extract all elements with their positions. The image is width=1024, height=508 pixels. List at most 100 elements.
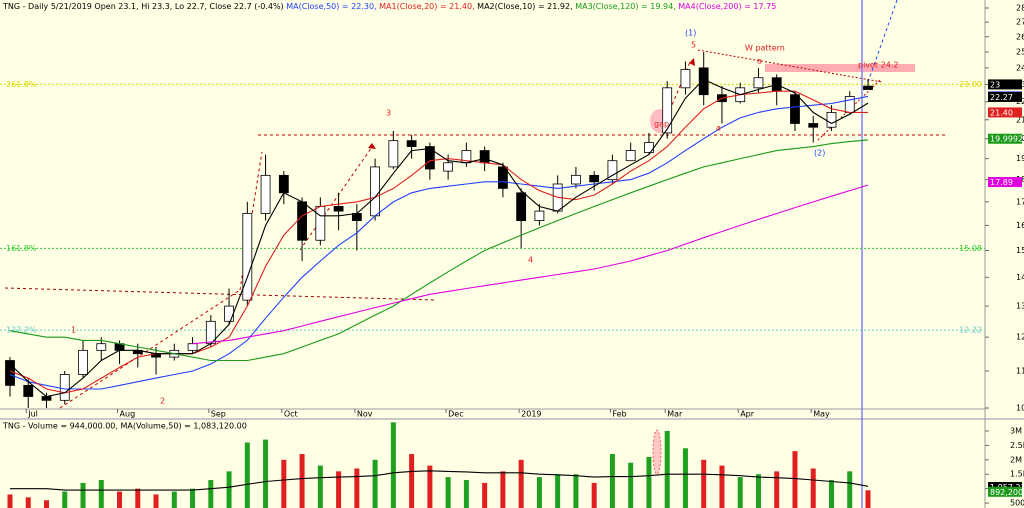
price-tag <box>988 177 1022 188</box>
ma-line <box>9 95 869 390</box>
price-tag <box>988 91 1022 102</box>
volume-bar <box>98 480 104 508</box>
volume-bar <box>44 500 50 508</box>
volume-bar <box>263 439 269 508</box>
y-tick-label: 10 <box>1016 404 1024 413</box>
x-tick-label: 2019 <box>521 410 541 419</box>
y-tick-label: 15 <box>1016 246 1024 255</box>
target-line <box>867 0 898 83</box>
price-tag <box>988 79 1022 90</box>
ma-line <box>9 78 869 398</box>
volume-bar <box>810 468 816 508</box>
annotation: 4 <box>528 256 533 265</box>
y-tick-label: 25 <box>1016 48 1024 57</box>
annotation: 5 <box>691 41 696 50</box>
x-tick-label: Aug <box>120 410 136 419</box>
candle-body <box>863 85 873 90</box>
candle-body <box>808 123 819 128</box>
volume-bar <box>664 430 670 508</box>
volume-bar <box>372 459 378 508</box>
y-tick-label: 28 <box>1016 4 1024 13</box>
volume-bar <box>774 471 780 508</box>
volume-bar <box>153 494 159 508</box>
w-top-line <box>697 49 883 83</box>
volume-bar <box>244 442 250 508</box>
candle-body <box>680 69 691 89</box>
annotation: a <box>757 57 762 66</box>
candle-body <box>534 210 545 221</box>
ma-line <box>192 184 869 345</box>
y-tick-label: 13 <box>1016 302 1024 311</box>
x-tick-label: Mar <box>667 410 683 419</box>
volume-bar <box>25 497 31 508</box>
candle-body <box>406 140 417 147</box>
x-tick-label: Oct <box>284 410 298 419</box>
annotations: 1 2 3 4 5 (1) (2) W pattern pivot 24.2 g… <box>71 29 898 406</box>
ma-line <box>9 90 868 394</box>
volume-bar <box>281 459 287 508</box>
annotation: 3 <box>386 109 391 118</box>
legend-entry: MA4(Close,200) = 17.75 <box>678 2 776 11</box>
level-value: 15.08 <box>959 244 982 253</box>
y-tick-label: 11 <box>1016 366 1024 375</box>
volume-bar <box>591 482 597 508</box>
candle-body <box>78 349 88 375</box>
y-tick-label: 14 <box>1016 273 1024 282</box>
volume-title: TNG - Volume = 944,000.00, MA(Volume,50)… <box>2 422 247 431</box>
legend-entry: MA3(Close,120) = 19.94, <box>575 2 676 11</box>
volume-bar <box>847 471 853 508</box>
y-tick-label: 19 <box>1016 154 1024 163</box>
candle-body <box>96 343 107 351</box>
ma-line <box>9 139 869 362</box>
volume-bar <box>62 491 68 508</box>
volume-bar <box>354 468 360 508</box>
volume-bar <box>500 471 506 508</box>
volume-bar <box>317 465 323 508</box>
candle-body <box>23 384 34 397</box>
y-tick-label: 2M <box>1010 455 1022 464</box>
volume-circle <box>652 429 662 475</box>
candle-body <box>607 160 618 181</box>
price-tag <box>988 486 1022 497</box>
volume-bar <box>646 456 652 508</box>
candle-body <box>41 396 52 401</box>
header: TNG - Daily 5/21/2019 Open 23.1, Hi 23.3… <box>2 2 776 11</box>
price-tag-label: 892,200 <box>990 488 1023 497</box>
projection-line <box>299 146 373 251</box>
volume-bar <box>609 454 615 508</box>
volume-bar <box>737 477 743 508</box>
arrow-head <box>368 143 376 149</box>
volume-bar <box>171 491 177 508</box>
volume-bar <box>135 488 141 508</box>
volume-bar <box>755 474 761 508</box>
candle-body <box>443 162 454 172</box>
price-tag-label: 21.40 <box>990 108 1013 117</box>
x-tick-label: Dec <box>448 410 463 419</box>
level-name: 127.2% <box>6 326 37 335</box>
y-tick-label: 27 <box>1016 18 1024 27</box>
y-tick-label: 3M <box>1010 426 1022 435</box>
price-tag <box>988 133 1022 144</box>
annotation: pivot 24.2 <box>858 61 898 70</box>
candle-body <box>479 150 490 164</box>
candle-body <box>753 77 764 89</box>
annotation: a <box>716 124 721 133</box>
price-tag-label: 23 <box>990 80 1000 89</box>
volume-bar <box>208 480 214 508</box>
volume-bar <box>463 480 469 508</box>
volume-bar <box>80 482 86 508</box>
candle-body <box>260 174 271 214</box>
legend-entry: MA(Close,50) = 22.30, <box>286 2 376 11</box>
y-tick-label: 17 <box>1016 197 1024 206</box>
candle-body <box>424 146 435 170</box>
annotation: (2) <box>814 149 825 158</box>
annotation: (1) <box>685 29 696 38</box>
y-tick-label: 16 <box>1016 221 1024 230</box>
volume-bar <box>573 474 579 508</box>
annotation: W pattern <box>745 44 785 53</box>
y-tick-label: 12 <box>1016 333 1024 342</box>
legend-entry: MA2(Close,10) = 21.92, <box>477 2 572 11</box>
annotation: gap <box>654 120 669 129</box>
price-tag-label: 22.27 <box>990 93 1013 102</box>
